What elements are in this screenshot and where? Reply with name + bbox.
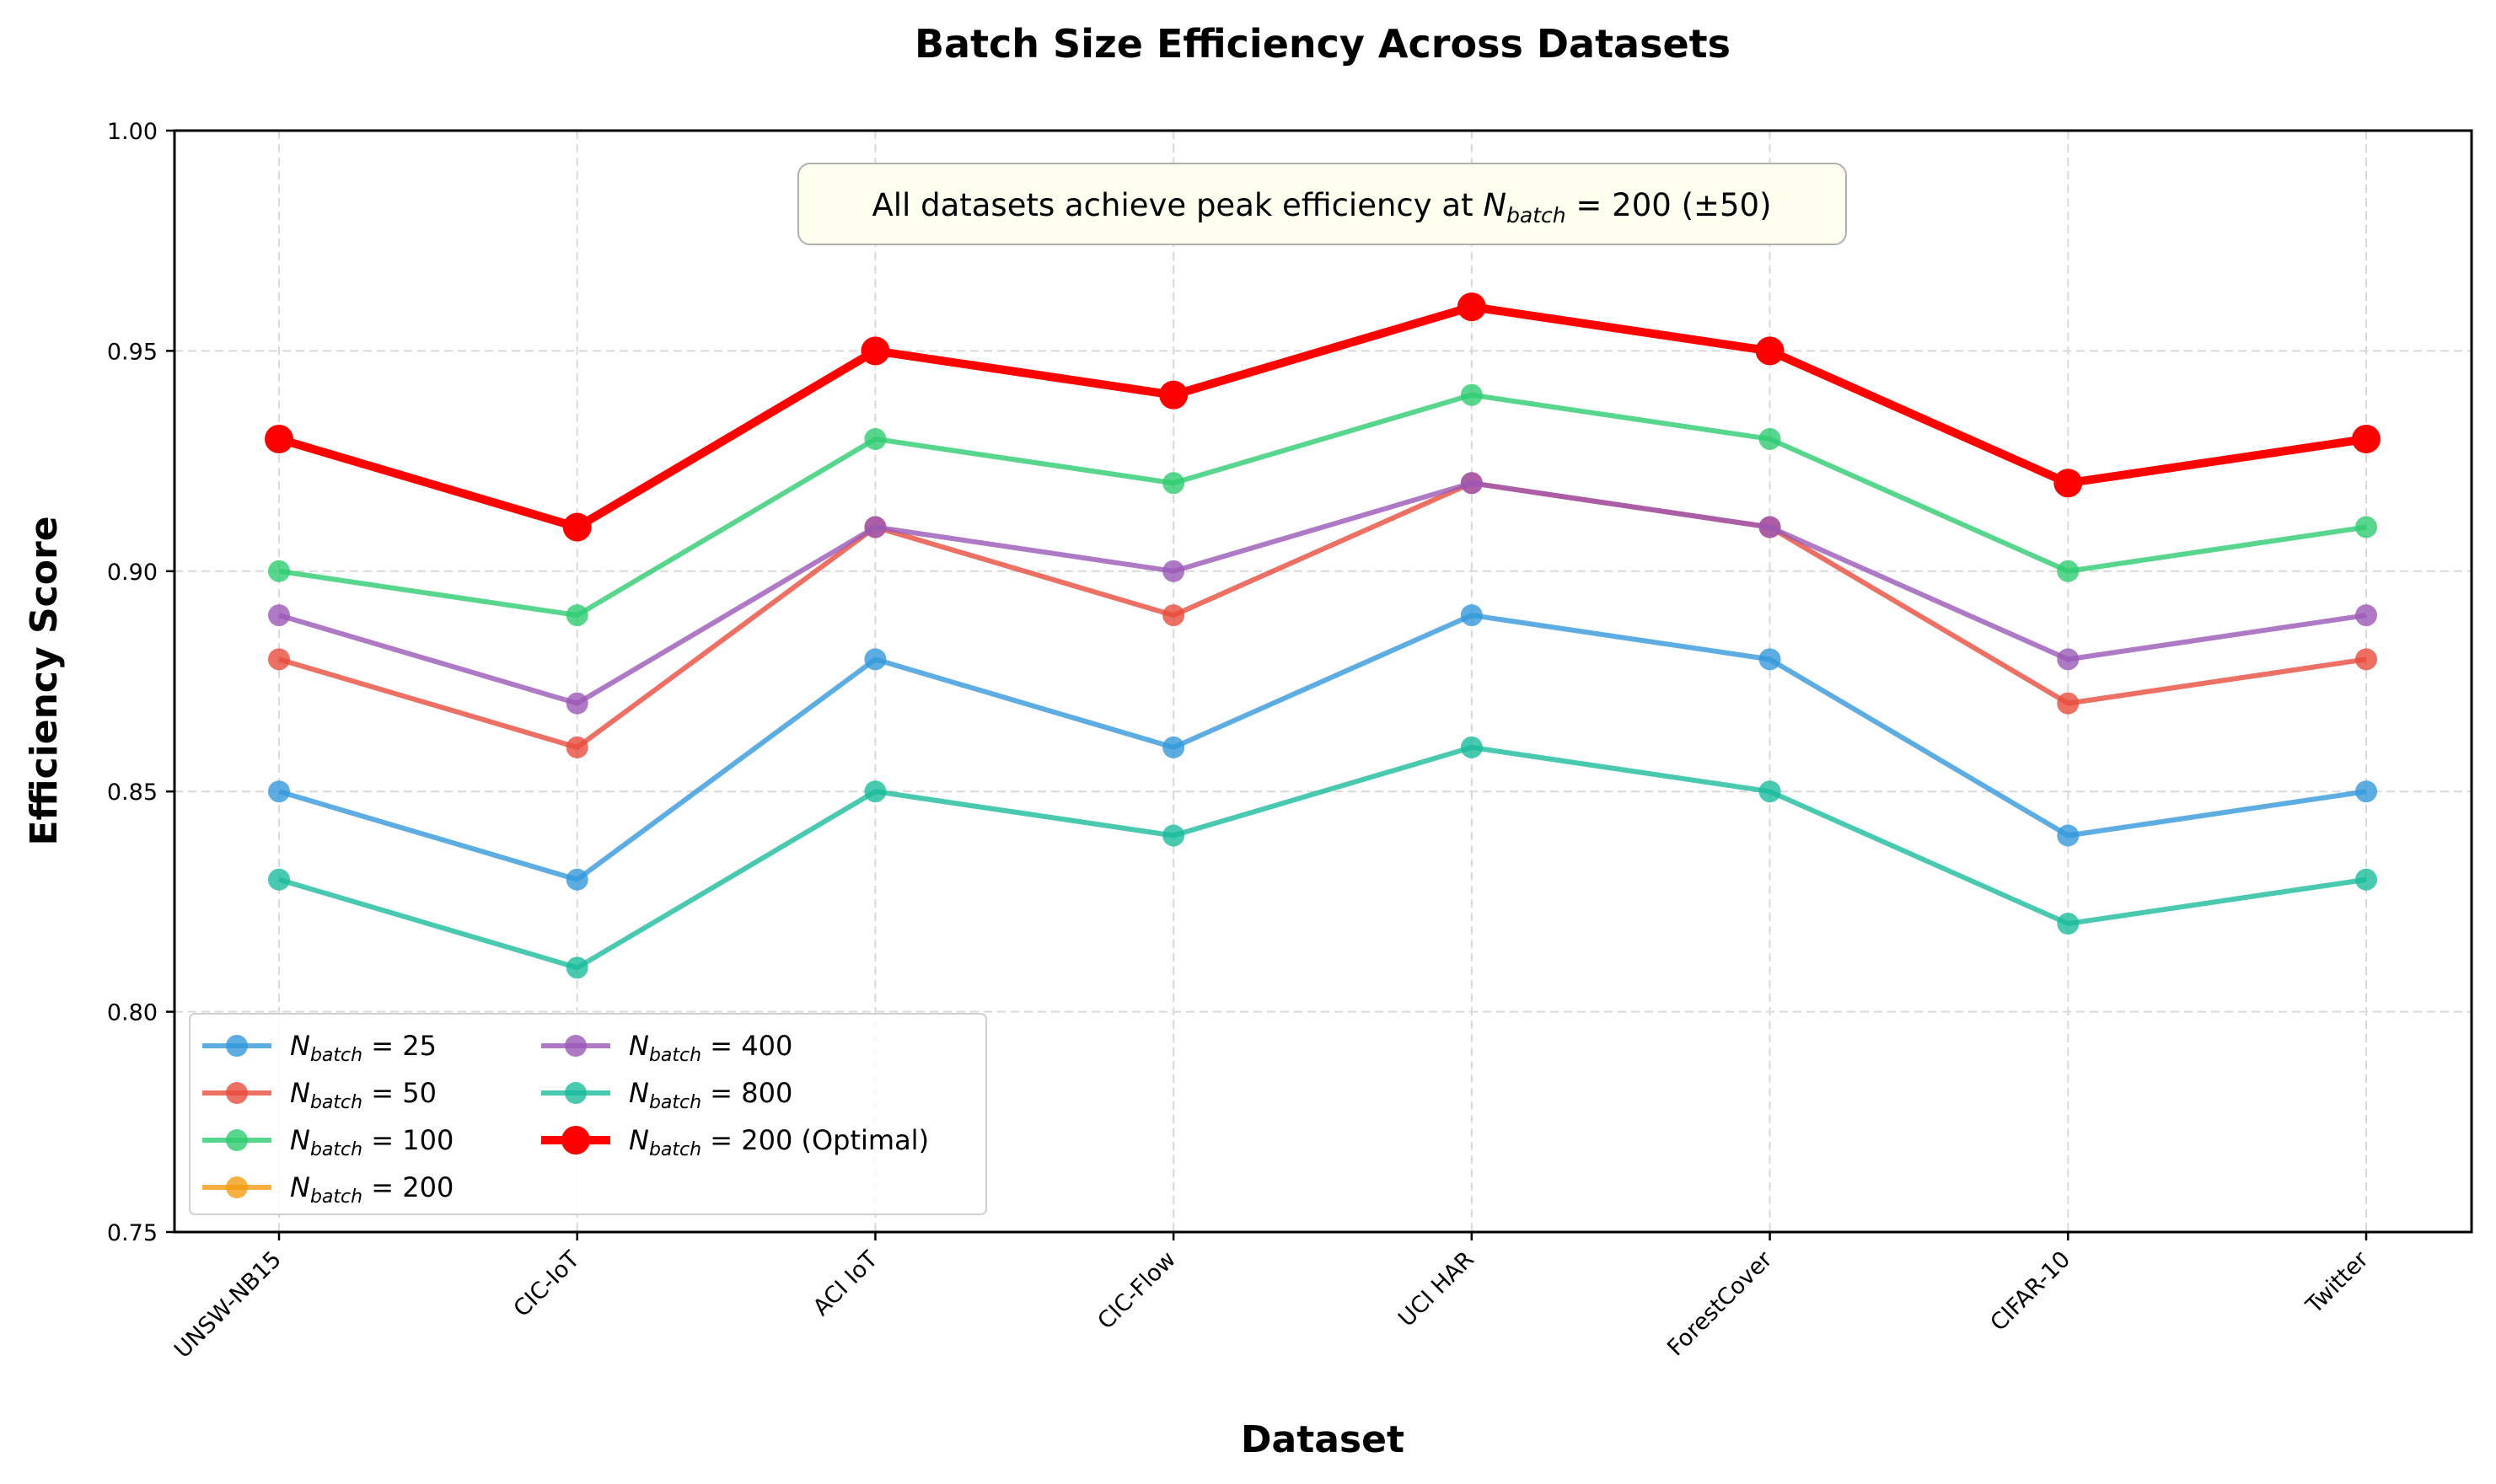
legend-item-2: Nbatch = 100 (202, 1124, 454, 1160)
legend-item-3: Nbatch = 200 (202, 1171, 454, 1208)
legend-marker (226, 1176, 248, 1198)
data-point (1162, 604, 1185, 627)
legend-item-4: Nbatch = 400 (541, 1030, 792, 1066)
series-0 (268, 604, 2377, 891)
data-point (268, 780, 290, 803)
data-point (861, 336, 890, 366)
legend-label: Nbatch = 800 (629, 1077, 792, 1113)
data-point (566, 692, 588, 715)
data-point (2053, 469, 2083, 498)
data-point (2057, 913, 2080, 935)
legend-marker (561, 1126, 590, 1155)
series-5 (268, 736, 2377, 979)
data-point (1758, 648, 1781, 671)
legend-label: Nbatch = 50 (290, 1077, 437, 1113)
y-tick-label: 0.80 (107, 1000, 158, 1026)
legend-marker (226, 1035, 248, 1057)
legend-item-5: Nbatch = 800 (541, 1077, 792, 1113)
data-point (268, 648, 290, 671)
data-point (1457, 292, 1486, 322)
data-point (1162, 560, 1185, 582)
data-point (265, 424, 293, 453)
legend-marker (565, 1035, 587, 1057)
series-line (278, 480, 2367, 706)
series-group (265, 292, 2381, 979)
data-point (268, 868, 290, 891)
data-point (1460, 383, 1483, 406)
data-point (566, 604, 588, 627)
series-line (278, 392, 2367, 619)
series-line (277, 303, 2367, 532)
legend-box (189, 1013, 987, 1215)
annotation-background (797, 163, 1847, 245)
series-line (278, 480, 2367, 750)
y-tick-label: 0.95 (107, 339, 158, 365)
data-point (2057, 824, 2080, 847)
data-point (2057, 648, 2080, 671)
y-tick-label: 1.00 (107, 119, 158, 145)
data-point (2057, 560, 2080, 582)
legend-label: Nbatch = 200 (290, 1171, 454, 1208)
data-point (1162, 736, 1185, 758)
data-point (1758, 780, 1781, 803)
legend-label: Nbatch = 200 (Optimal) (629, 1124, 929, 1160)
data-point (2057, 692, 2080, 715)
data-point (1460, 472, 1483, 495)
y-axis-label: Efficiency Score (23, 516, 66, 845)
annotation-text: All datasets achieve peak efficiency at … (872, 187, 1771, 228)
x-axis-label: Dataset (1241, 1418, 1404, 1461)
chart-title: Batch Size Efficiency Across Datasets (915, 21, 1731, 67)
legend-item-0: Nbatch = 25 (202, 1030, 437, 1066)
y-tick-label: 0.75 (107, 1220, 158, 1246)
legend-item-6: Nbatch = 200 (Optimal) (541, 1124, 929, 1160)
data-point (2355, 648, 2377, 671)
data-point (566, 736, 588, 758)
y-tick-label: 0.90 (107, 560, 158, 586)
legend-marker (226, 1129, 248, 1151)
legend-item-1: Nbatch = 50 (202, 1077, 437, 1113)
data-point (1162, 472, 1185, 495)
series-6 (265, 292, 2381, 542)
legend-marker (565, 1082, 587, 1104)
data-point (2355, 868, 2377, 891)
data-point (864, 780, 887, 803)
data-point (864, 516, 887, 538)
data-point (566, 868, 588, 891)
data-point (2355, 516, 2377, 538)
legend: Nbatch = 25 Nbatch = 50 Nbatch = 100 Nbatch… (189, 1013, 987, 1215)
legend-label: Nbatch = 100 (290, 1124, 454, 1160)
series-line (278, 744, 2367, 971)
annotation-box: All datasets achieve peak efficiency at … (797, 163, 1847, 245)
series-2 (268, 383, 2377, 627)
y-tick-label: 0.85 (107, 780, 158, 806)
data-point (1162, 824, 1185, 847)
series-line (278, 613, 2367, 882)
data-point (1159, 380, 1189, 410)
data-point (1755, 336, 1785, 366)
data-point (864, 648, 887, 671)
data-point (1758, 516, 1781, 538)
data-point (268, 604, 290, 627)
data-point (1758, 427, 1781, 450)
series-4 (268, 472, 2377, 715)
data-point (864, 427, 887, 450)
data-point (566, 956, 588, 979)
legend-label: Nbatch = 400 (629, 1030, 792, 1066)
data-point (1460, 736, 1483, 758)
plot-frame (173, 129, 2473, 1234)
data-point (562, 512, 592, 542)
data-point (1460, 604, 1483, 627)
data-point (2355, 780, 2377, 803)
data-point (2355, 604, 2377, 627)
legend-marker (226, 1082, 248, 1104)
data-point (2352, 424, 2381, 453)
legend-label: Nbatch = 25 (290, 1030, 437, 1066)
data-point (268, 560, 290, 582)
series-1 (268, 472, 2377, 758)
